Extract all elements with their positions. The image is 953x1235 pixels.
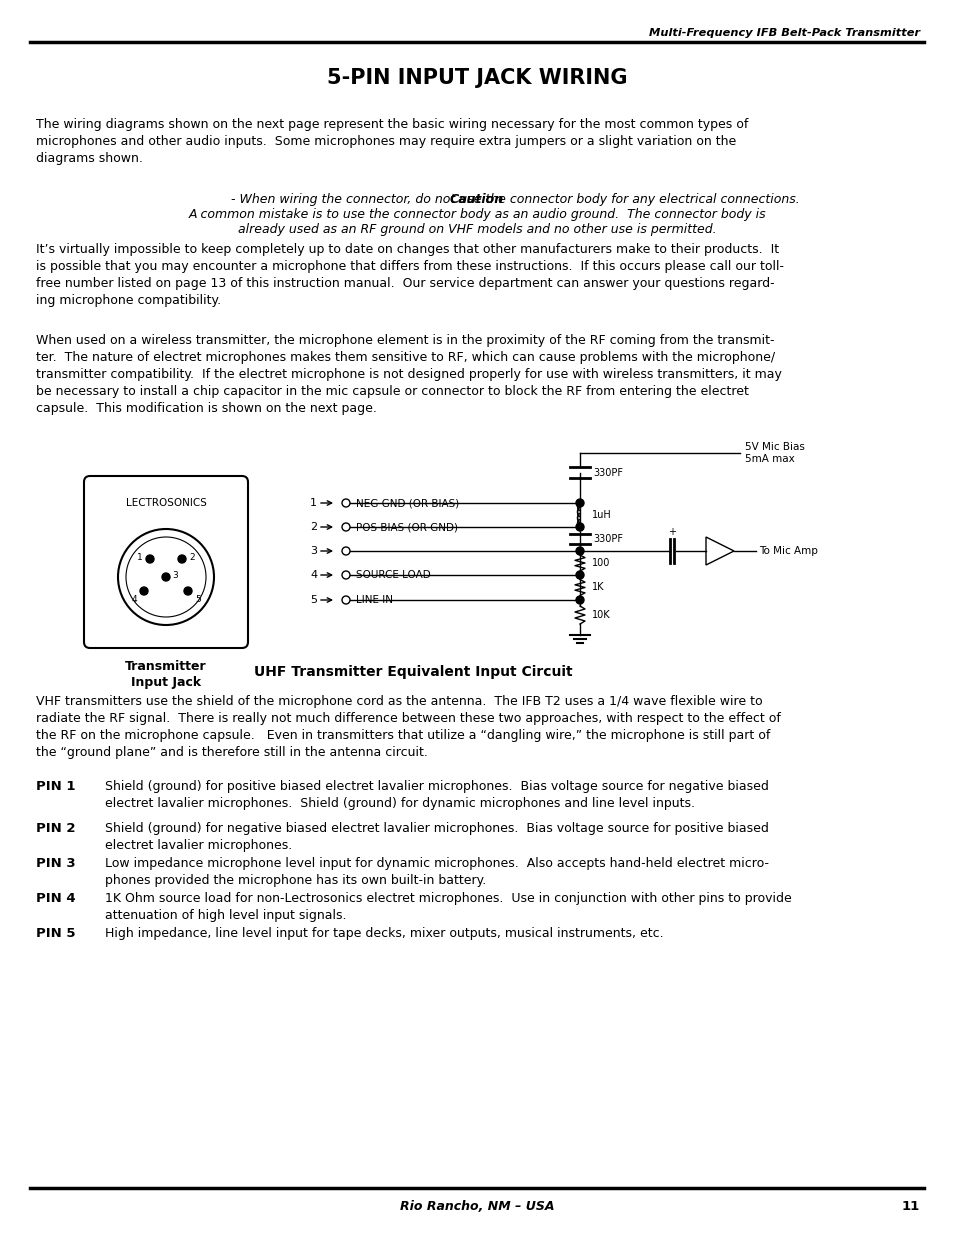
Text: High impedance, line level input for tape decks, mixer outputs, musical instrume: High impedance, line level input for tap… [105, 927, 663, 940]
Text: When used on a wireless transmitter, the microphone element is in the proximity : When used on a wireless transmitter, the… [36, 333, 781, 415]
Text: LINE IN: LINE IN [355, 595, 393, 605]
Text: PIN 3: PIN 3 [36, 857, 75, 869]
Text: PIN 1: PIN 1 [36, 781, 75, 793]
Text: Low impedance microphone level input for dynamic microphones.  Also accepts hand: Low impedance microphone level input for… [105, 857, 768, 887]
Text: 1: 1 [137, 552, 143, 562]
Text: It’s virtually impossible to keep completely up to date on changes that other ma: It’s virtually impossible to keep comple… [36, 243, 783, 308]
Text: 10K: 10K [592, 610, 610, 620]
Text: PIN 4: PIN 4 [36, 892, 75, 905]
Text: 2: 2 [310, 522, 316, 532]
Circle shape [576, 597, 583, 604]
Text: The wiring diagrams shown on the next page represent the basic wiring necessary : The wiring diagrams shown on the next pa… [36, 119, 747, 165]
Text: 3: 3 [310, 546, 316, 556]
Text: 330PF: 330PF [593, 468, 622, 478]
Text: LECTROSONICS: LECTROSONICS [126, 498, 206, 508]
Text: VHF transmitters use the shield of the microphone cord as the antenna.  The IFB : VHF transmitters use the shield of the m… [36, 695, 781, 760]
Text: SOURCE LOAD: SOURCE LOAD [355, 571, 431, 580]
Text: 100: 100 [592, 558, 610, 568]
Text: Transmitter
Input Jack: Transmitter Input Jack [125, 659, 207, 689]
Text: 5-PIN INPUT JACK WIRING: 5-PIN INPUT JACK WIRING [327, 68, 626, 88]
Text: 5: 5 [310, 595, 316, 605]
Text: Multi-Frequency IFB Belt-Pack Transmitter: Multi-Frequency IFB Belt-Pack Transmitte… [648, 28, 919, 38]
Text: PIN 5: PIN 5 [36, 927, 75, 940]
Text: +: + [667, 527, 676, 537]
Text: 1uH: 1uH [592, 510, 611, 520]
Text: Caution: Caution [450, 193, 503, 206]
Text: 2: 2 [189, 552, 194, 562]
Circle shape [576, 547, 583, 555]
Circle shape [178, 555, 186, 563]
Text: Shield (ground) for negative biased electret lavalier microphones.  Bias voltage: Shield (ground) for negative biased elec… [105, 823, 768, 852]
Text: To Mic Amp: To Mic Amp [759, 546, 817, 556]
Circle shape [576, 499, 583, 508]
Text: 4: 4 [132, 595, 136, 604]
Circle shape [576, 522, 583, 531]
Text: POS BIAS (OR GND): POS BIAS (OR GND) [355, 522, 457, 532]
Text: 1: 1 [310, 498, 316, 508]
Text: 5V Mic Bias
5mA max: 5V Mic Bias 5mA max [744, 442, 804, 464]
Circle shape [184, 587, 192, 595]
Text: NEG GND (OR BIAS): NEG GND (OR BIAS) [355, 498, 458, 508]
Circle shape [146, 555, 153, 563]
Text: 3: 3 [172, 571, 177, 579]
Circle shape [140, 587, 148, 595]
Text: Shield (ground) for positive biased electret lavalier microphones.  Bias voltage: Shield (ground) for positive biased elec… [105, 781, 768, 810]
Text: Rio Rancho, NM – USA: Rio Rancho, NM – USA [399, 1200, 554, 1213]
Text: 1K: 1K [592, 583, 604, 593]
Text: 11: 11 [901, 1200, 919, 1213]
Text: already used as an RF ground on VHF models and no other use is permitted.: already used as an RF ground on VHF mode… [237, 224, 716, 236]
Text: 1K Ohm source load for non-Lectrosonics electret microphones.  Use in conjunctio: 1K Ohm source load for non-Lectrosonics … [105, 892, 791, 923]
Text: PIN 2: PIN 2 [36, 823, 75, 835]
Text: 330PF: 330PF [593, 534, 622, 543]
FancyBboxPatch shape [84, 475, 248, 648]
Circle shape [162, 573, 170, 580]
Text: UHF Transmitter Equivalent Input Circuit: UHF Transmitter Equivalent Input Circuit [253, 664, 572, 679]
Text: - When wiring the connector, do not use the connector body for any electrical co: - When wiring the connector, do not use … [227, 193, 799, 206]
Text: A common mistake is to use the connector body as an audio ground.  The connector: A common mistake is to use the connector… [188, 207, 765, 221]
Text: 5: 5 [195, 595, 201, 604]
Text: 4: 4 [310, 571, 316, 580]
Circle shape [576, 571, 583, 579]
